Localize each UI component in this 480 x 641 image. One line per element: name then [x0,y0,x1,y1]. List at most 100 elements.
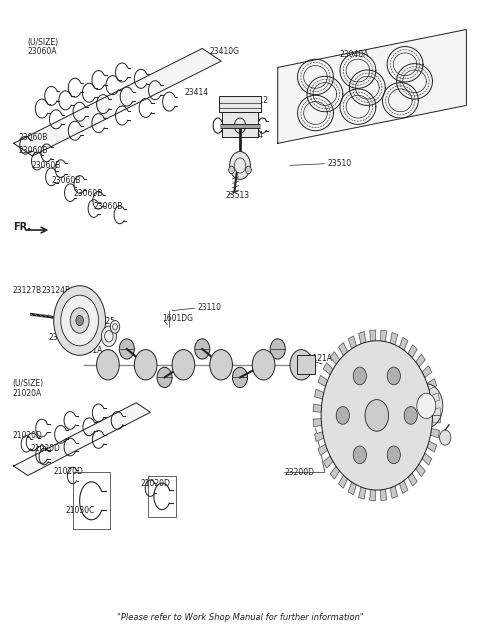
Circle shape [54,286,106,355]
Text: 21030C: 21030C [65,506,95,515]
Circle shape [172,349,195,380]
Circle shape [410,384,443,428]
Text: 21020D: 21020D [141,479,171,488]
Polygon shape [381,330,386,342]
Text: 23060B: 23060B [18,133,48,142]
Text: 23110: 23110 [198,303,222,312]
Text: 24351A: 24351A [74,345,103,354]
Circle shape [246,166,252,174]
Polygon shape [427,379,436,390]
Polygon shape [315,389,324,399]
Polygon shape [219,96,261,112]
Polygon shape [324,363,333,375]
Circle shape [110,320,120,333]
Polygon shape [431,393,440,403]
Text: 23060B: 23060B [51,176,81,185]
Text: 23513: 23513 [226,191,250,200]
Bar [148,476,176,517]
Text: (U/SIZE): (U/SIZE) [12,379,44,388]
Circle shape [70,308,89,333]
Text: 23311B: 23311B [365,430,394,439]
Text: "Please refer to Work Shop Manual for further information": "Please refer to Work Shop Manual for fu… [117,613,363,622]
Text: 23414: 23414 [184,88,208,97]
Text: 23060B: 23060B [74,190,103,199]
Text: 21121A: 21121A [304,354,333,363]
Text: 23060B: 23060B [94,202,123,211]
Circle shape [353,446,366,463]
Polygon shape [222,112,258,137]
Circle shape [232,367,248,388]
Circle shape [96,349,119,380]
Polygon shape [370,330,375,341]
Text: 23060B: 23060B [18,146,48,156]
Polygon shape [381,489,386,501]
Text: 23226B: 23226B [344,395,373,404]
Polygon shape [348,336,356,349]
Circle shape [76,315,84,326]
Bar [72,472,110,529]
Polygon shape [432,415,441,423]
Text: 21020D: 21020D [30,444,60,453]
Polygon shape [297,355,315,374]
Text: 23410G: 23410G [209,47,240,56]
Text: 23060B: 23060B [32,161,61,170]
Text: 1601DG: 1601DG [162,314,193,323]
Circle shape [228,166,234,174]
Text: 21020D: 21020D [54,467,84,476]
Polygon shape [13,49,221,156]
Polygon shape [324,456,333,468]
Polygon shape [408,473,417,486]
Polygon shape [390,486,397,498]
Polygon shape [370,490,375,501]
Text: 23125: 23125 [91,317,115,326]
Circle shape [440,430,451,445]
Circle shape [229,151,251,179]
Circle shape [210,349,232,380]
Polygon shape [416,354,425,367]
Circle shape [134,349,157,380]
Polygon shape [313,404,322,412]
Polygon shape [399,337,408,350]
Circle shape [404,406,417,424]
Circle shape [321,341,432,490]
Polygon shape [318,376,327,387]
Circle shape [252,349,275,380]
Text: 21020D: 21020D [12,431,43,440]
Polygon shape [399,481,408,494]
Polygon shape [422,366,432,378]
Text: 23127B: 23127B [12,286,42,295]
Circle shape [387,446,400,463]
Circle shape [290,349,312,380]
Text: 23414: 23414 [239,131,263,140]
Polygon shape [313,419,322,427]
Polygon shape [330,352,340,364]
Polygon shape [348,482,356,495]
Polygon shape [315,432,324,442]
Circle shape [336,406,349,424]
Text: 23122A: 23122A [49,333,78,342]
Text: (U/SIZE): (U/SIZE) [28,38,59,47]
Polygon shape [432,408,441,415]
Polygon shape [339,475,348,488]
Circle shape [387,367,400,385]
Text: 23200D: 23200D [285,468,315,477]
Polygon shape [422,453,432,465]
Text: 23040A: 23040A [339,50,369,59]
Text: 23124B: 23124B [42,286,71,295]
Circle shape [61,296,98,345]
Polygon shape [339,343,348,356]
Polygon shape [427,441,436,452]
Polygon shape [318,444,327,455]
Text: 23060A: 23060A [28,47,57,56]
Circle shape [353,367,366,385]
Polygon shape [359,331,366,344]
Circle shape [365,399,389,431]
Circle shape [270,339,285,359]
Polygon shape [390,333,397,345]
Polygon shape [330,467,340,479]
Circle shape [101,326,117,346]
Circle shape [119,339,134,359]
Text: 21020A: 21020A [12,388,42,398]
Text: 23412: 23412 [245,96,269,105]
Text: 23121A: 23121A [70,298,99,307]
